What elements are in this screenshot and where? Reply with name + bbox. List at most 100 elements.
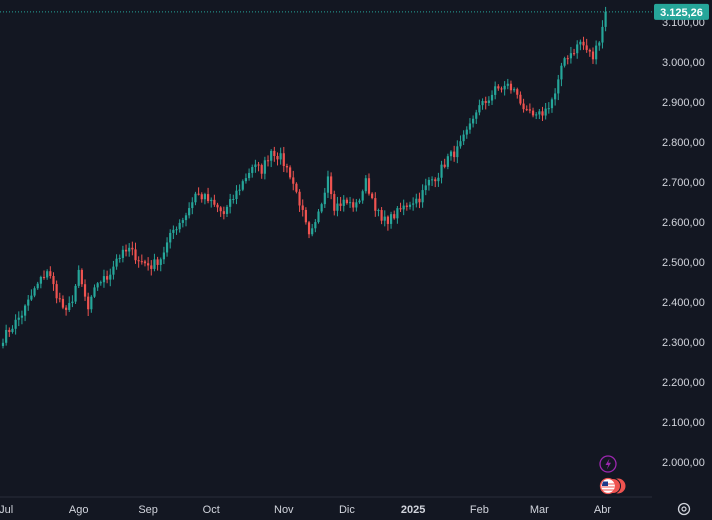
candle-body	[241, 181, 244, 190]
candle	[503, 81, 506, 96]
candle-body	[266, 160, 270, 162]
candle	[112, 260, 115, 280]
candle-body	[14, 319, 17, 329]
candle	[525, 105, 528, 112]
candle-body	[506, 83, 509, 86]
time-axis[interactable]: Jul Ago Sep Oct Nov Dic 2025 Feb Mar Abr	[0, 496, 652, 516]
candle-body	[323, 192, 326, 205]
candle-body	[68, 303, 71, 310]
candle	[604, 6, 607, 32]
price-tick-label: 2.100,00	[662, 417, 705, 429]
candle	[5, 324, 8, 346]
price-tick-label: 2.800,00	[662, 137, 705, 149]
candle	[276, 152, 279, 166]
candle	[143, 259, 147, 267]
candle-body	[61, 298, 65, 308]
candle-body	[219, 207, 222, 212]
candle	[109, 268, 112, 287]
candle-body	[336, 203, 339, 211]
candle	[147, 257, 150, 271]
candle	[554, 88, 557, 106]
candle-body	[311, 228, 314, 235]
candle	[65, 305, 68, 316]
time-tick-label: Sep	[138, 504, 158, 516]
candle	[42, 270, 46, 280]
candle-body	[197, 193, 200, 195]
candle-body	[528, 109, 531, 111]
candle-body	[289, 167, 292, 178]
candle-body	[389, 214, 393, 224]
candle	[263, 156, 266, 180]
candle	[260, 163, 263, 179]
candle-body	[374, 198, 377, 211]
candle	[364, 175, 367, 194]
candle-body	[475, 112, 478, 119]
candle-body	[440, 164, 443, 178]
candle-body	[342, 199, 345, 206]
candle	[295, 182, 298, 194]
candle	[285, 163, 289, 173]
candle-body	[582, 41, 585, 46]
candle-body	[591, 51, 595, 60]
candle	[582, 36, 585, 50]
candle-body	[109, 274, 112, 280]
candle	[323, 187, 326, 208]
candle	[566, 55, 569, 65]
candle-body	[424, 185, 427, 191]
candle	[386, 215, 390, 231]
candle-body	[326, 176, 330, 193]
candle	[11, 325, 14, 334]
candle	[247, 168, 251, 181]
time-tick-label: Jul	[0, 504, 13, 516]
candle	[219, 206, 222, 217]
candle	[93, 284, 96, 298]
candle-body	[348, 202, 352, 204]
candle-body	[165, 242, 169, 253]
candle-body	[456, 146, 459, 158]
candle-body	[188, 208, 191, 216]
candle-body	[137, 260, 140, 262]
candle-body	[352, 202, 355, 208]
candle-body	[184, 215, 188, 221]
candle-body	[307, 222, 311, 235]
candle-body	[579, 41, 582, 45]
candle	[87, 292, 90, 317]
price-tick-label: 2.400,00	[662, 297, 705, 309]
candle-body	[358, 200, 361, 203]
candle	[598, 41, 601, 51]
plot-area[interactable]	[1, 6, 607, 349]
candle	[39, 275, 42, 289]
candle	[194, 191, 197, 206]
candle-body	[446, 156, 449, 167]
candle-body	[181, 220, 184, 223]
candle-body	[225, 206, 229, 214]
time-tick-label: Dic	[339, 504, 355, 516]
settings-icon[interactable]	[677, 502, 691, 516]
candle	[206, 187, 210, 204]
price-axis[interactable]: 2.000,00 2.100,00 2.200,00 2.300,00 2.400,00…	[662, 17, 705, 469]
candle	[203, 192, 207, 205]
candle	[468, 118, 472, 134]
candle-body	[147, 263, 150, 266]
candle	[30, 289, 33, 301]
candle-body	[210, 199, 213, 202]
candle	[77, 265, 80, 289]
candle	[484, 96, 487, 110]
candle	[257, 161, 260, 172]
candle	[216, 202, 219, 213]
candle	[402, 199, 405, 216]
candle-body	[415, 198, 418, 204]
candle	[367, 173, 371, 196]
candle	[415, 193, 418, 208]
candle-body	[169, 232, 172, 243]
candle	[140, 254, 143, 265]
lightning-icon[interactable]	[599, 455, 617, 473]
candle	[358, 198, 361, 204]
us-flag-icon[interactable]	[599, 477, 626, 495]
candle	[83, 279, 87, 301]
candle-body	[509, 83, 513, 91]
candle-body	[471, 118, 475, 124]
candle-body	[405, 205, 408, 207]
